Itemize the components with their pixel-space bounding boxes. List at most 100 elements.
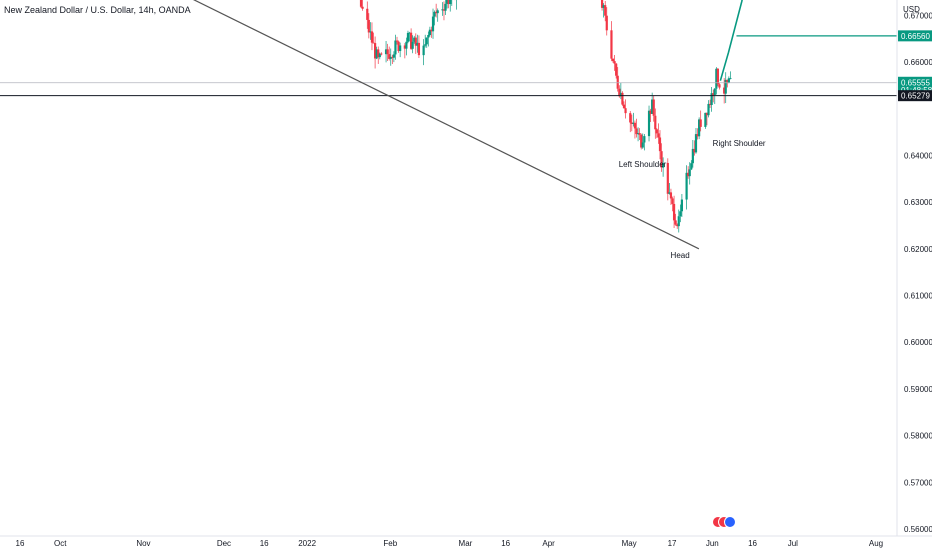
price-tick-label: 0.59000 <box>904 385 932 394</box>
candle-down <box>388 54 391 59</box>
candle-up <box>394 40 397 55</box>
candle-down <box>712 93 715 95</box>
candle-up <box>729 78 732 79</box>
candle-up <box>413 37 416 42</box>
candle-up <box>704 112 707 127</box>
time-tick-label: 2022 <box>298 539 316 548</box>
candle-down <box>629 113 632 123</box>
candle-up <box>369 31 372 33</box>
neckline-label-bg <box>898 90 932 102</box>
candle-down <box>622 104 626 109</box>
candle-down <box>611 58 615 62</box>
candle-down <box>410 32 413 49</box>
candle-up <box>688 169 691 177</box>
annotation-text[interactable]: Left Shoulder <box>619 160 667 169</box>
current-price-label: 0.65555 <box>901 78 930 87</box>
support-line[interactable] <box>55 0 700 250</box>
annotation-text[interactable]: Right Shoulder <box>713 139 766 148</box>
time-axis[interactable]: 16 Oct Nov Dec 16 2022 Feb Mar 16 Apr May 17 Jun 16 Ju… <box>16 539 884 548</box>
candle-down <box>367 19 370 33</box>
candle-down <box>654 115 657 130</box>
candle-up <box>662 162 665 168</box>
candle-down <box>605 15 608 31</box>
event-flag-circle <box>724 516 736 528</box>
candle-up <box>441 9 444 11</box>
price-tick-label: 0.61000 <box>904 292 932 301</box>
candle-down <box>660 151 663 168</box>
time-tick-label: Apr <box>542 539 555 548</box>
candle-down <box>633 122 637 129</box>
time-tick-label: Jun <box>706 539 719 548</box>
target-label-1: 0.66560 <box>901 32 930 41</box>
price-tick-label: 0.66000 <box>904 58 932 67</box>
candle-up <box>428 29 431 36</box>
price-tick-label: 0.60000 <box>904 338 932 347</box>
candle-down <box>395 40 399 42</box>
candle-down <box>377 49 380 58</box>
candle-down <box>674 220 677 225</box>
candle-down <box>610 30 613 59</box>
candle-down <box>613 61 616 64</box>
candle-down <box>640 134 643 148</box>
annotation-text[interactable]: Head <box>671 251 690 260</box>
candle-down <box>430 29 433 32</box>
time-tick-label: 16 <box>748 539 757 548</box>
candle-up <box>643 136 646 143</box>
candle-down <box>600 0 604 8</box>
candle-down <box>366 8 369 20</box>
candle-down <box>435 11 438 14</box>
candle-up <box>405 41 408 49</box>
neckline-label: 0.65279 <box>901 92 930 101</box>
candle-up <box>411 41 414 49</box>
time-tick-label: Feb <box>383 539 397 548</box>
price-tick-label: 0.67000 <box>904 11 932 20</box>
candle-up <box>668 192 671 194</box>
candle-down <box>615 63 618 76</box>
candle-down <box>716 68 720 85</box>
candle-down <box>624 108 627 114</box>
time-tick-label: 17 <box>668 539 677 548</box>
candle-up <box>375 49 378 59</box>
candle-up <box>449 0 452 5</box>
candle-down <box>638 133 641 135</box>
candle-up <box>416 42 419 46</box>
time-tick-label: May <box>622 539 637 548</box>
candle-down <box>676 224 679 227</box>
candle-down <box>380 53 383 55</box>
price-tick-label: 0.62000 <box>904 245 932 254</box>
candle-up <box>679 211 682 217</box>
candle-up <box>424 44 427 46</box>
candle-up <box>641 142 644 148</box>
candle-down <box>361 6 364 9</box>
drawings-layer <box>0 0 897 250</box>
candle-up <box>389 56 392 59</box>
price-tick-label: 0.63000 <box>904 198 932 207</box>
candlestick-series <box>359 0 732 233</box>
candle-up <box>647 110 651 137</box>
target-label-1-bg <box>898 30 932 42</box>
time-tick-label: Jul <box>788 539 798 548</box>
time-tick-label: 16 <box>501 539 510 548</box>
candle-up <box>713 88 716 95</box>
candle-down <box>386 49 389 55</box>
candle-down <box>652 99 655 116</box>
event-flag-icon[interactable] <box>712 516 736 528</box>
candle-up <box>715 68 718 89</box>
price-tick-label: 0.58000 <box>904 432 932 441</box>
candle-up <box>444 3 447 11</box>
candle-up <box>427 35 430 38</box>
candle-up <box>425 37 428 45</box>
time-tick-label: 16 <box>16 539 25 548</box>
candle-down <box>658 137 662 152</box>
candle-up <box>619 92 622 97</box>
candle-up <box>602 5 605 8</box>
candle-down <box>359 0 363 7</box>
time-tick-label: Nov <box>136 539 150 548</box>
projection-path[interactable] <box>719 0 752 81</box>
price-axis[interactable]: 0.760000.750000.740000.730000.720000.710… <box>904 0 932 534</box>
candle-down <box>666 162 669 194</box>
